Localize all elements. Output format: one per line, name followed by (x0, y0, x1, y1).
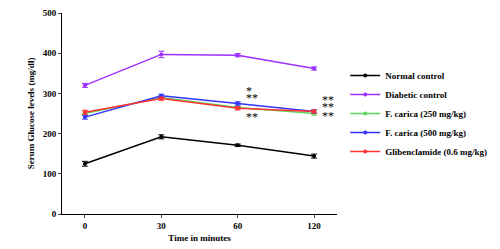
svg-text:30: 30 (157, 221, 167, 231)
svg-text:**: ** (322, 109, 334, 123)
svg-text:200: 200 (43, 129, 57, 139)
svg-text:0: 0 (83, 221, 88, 231)
svg-text:60: 60 (233, 221, 243, 231)
svg-text:0: 0 (52, 209, 57, 219)
svg-text:**: ** (246, 110, 258, 124)
svg-text:500: 500 (43, 8, 57, 18)
svg-text:Normal control: Normal control (385, 71, 445, 81)
svg-text:Glibenclamide (0.6 mg/kg): Glibenclamide (0.6 mg/kg) (385, 147, 487, 157)
svg-text:Time in minutes: Time in minutes (168, 233, 231, 243)
svg-text:**: ** (322, 100, 334, 114)
svg-text:400: 400 (43, 48, 57, 58)
svg-text:Diabetic control: Diabetic control (385, 90, 447, 100)
svg-text:Serum Glucose levels (mg/dl): Serum Glucose levels (mg/dl) (26, 58, 36, 170)
svg-text:100: 100 (43, 169, 57, 179)
svg-text:**: ** (322, 93, 334, 107)
svg-text:*: * (246, 84, 252, 98)
svg-text:**: ** (246, 91, 258, 105)
svg-text:120: 120 (307, 221, 321, 231)
svg-text:F. carica (250 mg/kg): F. carica (250 mg/kg) (385, 109, 466, 119)
svg-text:F. carica (500 mg/kg): F. carica (500 mg/kg) (385, 128, 466, 138)
svg-text:300: 300 (43, 89, 57, 99)
